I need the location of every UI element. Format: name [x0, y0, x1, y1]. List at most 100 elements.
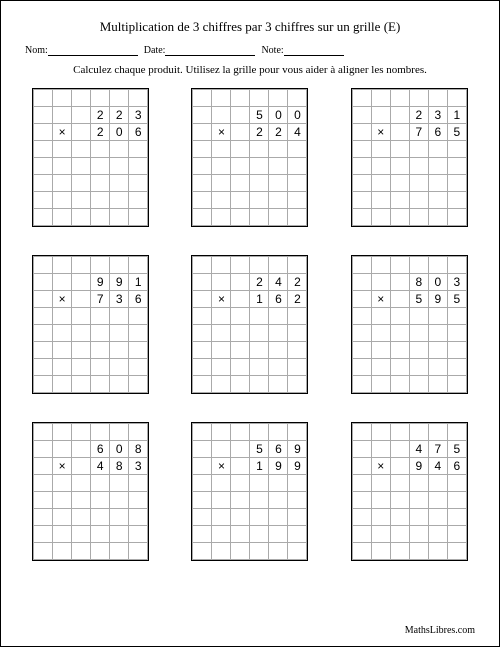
cell [72, 257, 91, 274]
cell [193, 492, 212, 509]
cell [428, 158, 447, 175]
cell: 0 [110, 124, 129, 141]
cell: 7 [428, 441, 447, 458]
cell [371, 308, 390, 325]
cell [110, 543, 129, 560]
cell [250, 509, 269, 526]
cell [72, 124, 91, 141]
cell [371, 475, 390, 492]
cell [53, 175, 72, 192]
multiply-sign: × [212, 458, 231, 475]
cell: 2 [288, 291, 307, 308]
cell [193, 90, 212, 107]
cell [231, 291, 250, 308]
cell [352, 376, 371, 393]
cell [371, 424, 390, 441]
cell [390, 441, 409, 458]
cell [352, 274, 371, 291]
cell [72, 90, 91, 107]
cell [110, 475, 129, 492]
cell [269, 158, 288, 175]
cell: 2 [250, 274, 269, 291]
cell: 0 [288, 107, 307, 124]
worksheet-page: Multiplication de 3 chiffres par 3 chiff… [0, 0, 500, 647]
cell [250, 475, 269, 492]
cell [390, 257, 409, 274]
cell [129, 475, 148, 492]
cell [409, 308, 428, 325]
cell [53, 107, 72, 124]
name-line[interactable] [48, 45, 138, 56]
cell [269, 475, 288, 492]
cell: 1 [447, 107, 466, 124]
date-line[interactable] [165, 45, 255, 56]
cell: 4 [288, 124, 307, 141]
cell [371, 257, 390, 274]
cell [250, 158, 269, 175]
note-label: Note: [261, 45, 283, 56]
cell [447, 192, 466, 209]
cell [91, 209, 110, 226]
cell [352, 291, 371, 308]
cell [352, 441, 371, 458]
cell [428, 141, 447, 158]
multiply-sign: × [53, 291, 72, 308]
cell [193, 325, 212, 342]
cell [250, 424, 269, 441]
cell: 3 [428, 107, 447, 124]
cell [352, 107, 371, 124]
cell [53, 475, 72, 492]
cell [390, 141, 409, 158]
problem-4: 991×736 [32, 255, 149, 394]
cell [193, 107, 212, 124]
cell [352, 124, 371, 141]
cell [72, 475, 91, 492]
cell [352, 308, 371, 325]
cell [110, 359, 129, 376]
cell [129, 308, 148, 325]
cell: 1 [129, 274, 148, 291]
cell [447, 342, 466, 359]
multiply-sign: × [212, 124, 231, 141]
cell [371, 107, 390, 124]
cell [91, 192, 110, 209]
cell [428, 475, 447, 492]
cell [212, 209, 231, 226]
note-line[interactable] [284, 45, 344, 56]
cell [72, 192, 91, 209]
cell [390, 359, 409, 376]
cell [91, 141, 110, 158]
cell [231, 342, 250, 359]
cell [390, 291, 409, 308]
cell [428, 359, 447, 376]
cell [91, 342, 110, 359]
cell: 8 [110, 458, 129, 475]
cell [129, 376, 148, 393]
cell [447, 492, 466, 509]
cell: 1 [250, 291, 269, 308]
cell: 6 [428, 124, 447, 141]
cell [110, 308, 129, 325]
cell [447, 175, 466, 192]
cell [288, 257, 307, 274]
cell [447, 209, 466, 226]
cell [390, 124, 409, 141]
cell [447, 475, 466, 492]
cell [212, 274, 231, 291]
cell [212, 192, 231, 209]
cell [110, 158, 129, 175]
cell: 2 [288, 274, 307, 291]
cell [409, 543, 428, 560]
cell [72, 492, 91, 509]
cell [409, 175, 428, 192]
cell [269, 175, 288, 192]
cell [269, 257, 288, 274]
cell [447, 359, 466, 376]
cell [193, 526, 212, 543]
cell [288, 475, 307, 492]
cell [409, 257, 428, 274]
cell: 2 [91, 124, 110, 141]
date-field: Date: [144, 45, 256, 56]
problem-9: 475×946 [351, 422, 468, 561]
cell [428, 492, 447, 509]
